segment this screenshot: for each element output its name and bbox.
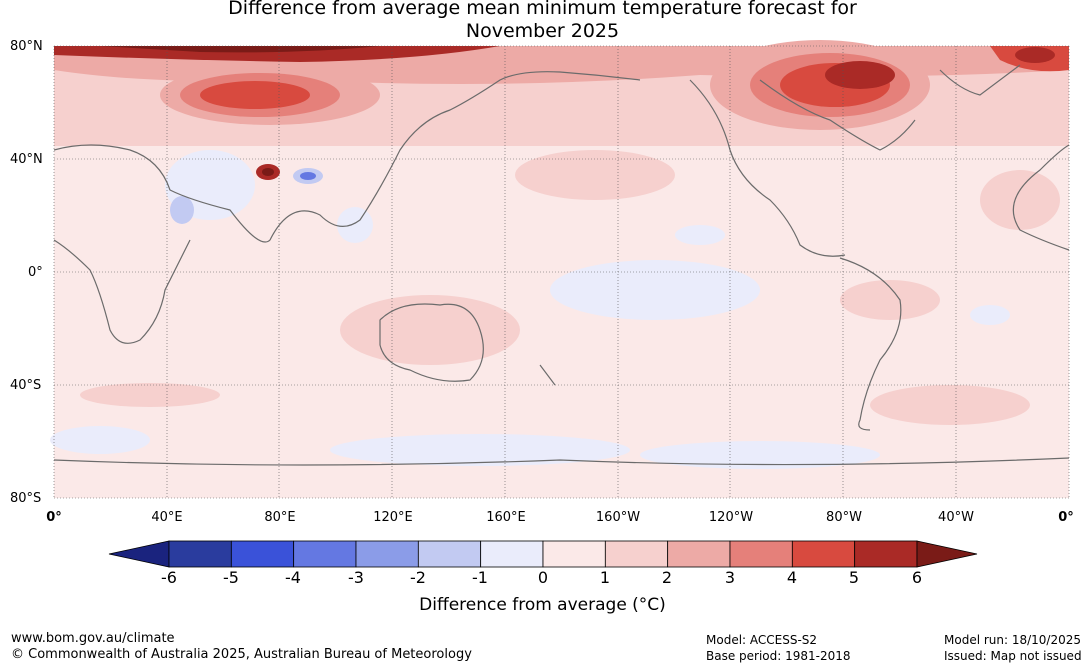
colorbar-swatch [230,540,295,568]
colorbar [108,540,978,568]
footer-issued: Issued: Map not issued [944,649,1082,663]
lon-label-0-west-edge: 0° [46,510,62,525]
colorbar-tick: 4 [786,568,798,587]
anomaly-fields [50,40,1069,469]
colorbar-swatch [542,540,606,568]
colorbar-label: Difference from average (°C) [419,595,666,615]
colorbar-swatch [293,540,357,568]
colorbar-swatch [480,540,544,568]
colorbar-swatch [854,540,918,568]
lon-label-120w: 120°W [708,510,754,525]
colorbar-tick: -6 [161,568,177,587]
colorbar-swatch [604,540,669,568]
colorbar-swatch [355,540,419,568]
colorbar-swatch [791,540,856,568]
colorbar-tick: -3 [348,568,364,587]
lon-label-0-east-edge: 0° [1058,510,1074,525]
colorbar-tick: 1 [599,568,611,587]
colorbar-tick: -1 [472,568,488,587]
lon-label-80w: 80°W [826,510,862,525]
footer-base-period: Base period: 1981-2018 [706,649,851,663]
graticule [53,45,1070,499]
map-title-line-1: Difference from average mean minimum tem… [228,0,857,19]
colorbar-tick: 2 [661,568,673,587]
colorbar-swatch [417,540,482,568]
lon-label-80e: 80°E [264,510,296,525]
map-title-line-2: November 2025 [465,20,620,42]
colorbar-tick: 0 [537,568,549,587]
footer-model: Model: ACCESS-S2 [706,633,818,647]
lat-label-80s: 80°S [10,491,42,506]
lon-label-40e: 40°E [151,510,183,525]
colorbar-tick: -5 [223,568,239,587]
colorbar-tick: -2 [410,568,426,587]
lon-label-40w: 40°W [938,510,974,525]
coastlines [53,64,1070,466]
lon-label-120e: 120°E [373,510,413,525]
lon-label-160e: 160°E [486,510,526,525]
footer-copyright: © Commonwealth of Australia 2025, Austra… [11,647,472,662]
lat-label-40s: 40°S [10,378,42,393]
colorbar-over-arrow [916,540,978,568]
lat-label-80n: 80°N [10,39,43,54]
colorbar-tick: 6 [911,568,923,587]
footer-url[interactable]: www.bom.gov.au/climate [11,631,175,646]
colorbar-swatch [729,540,793,568]
colorbar-tick: -4 [285,568,301,587]
colorbar-tick: 5 [848,568,860,587]
footer-model-run: Model run: 18/10/2025 [944,633,1082,647]
lat-label-40n: 40°N [10,152,43,167]
colorbar-swatch [168,540,232,568]
colorbar-tick: 3 [724,568,736,587]
colorbar-under-arrow [108,540,170,568]
lon-label-160w: 160°W [595,510,641,525]
colorbar-swatch [667,540,731,568]
lat-label-equator: 0° [28,265,43,280]
